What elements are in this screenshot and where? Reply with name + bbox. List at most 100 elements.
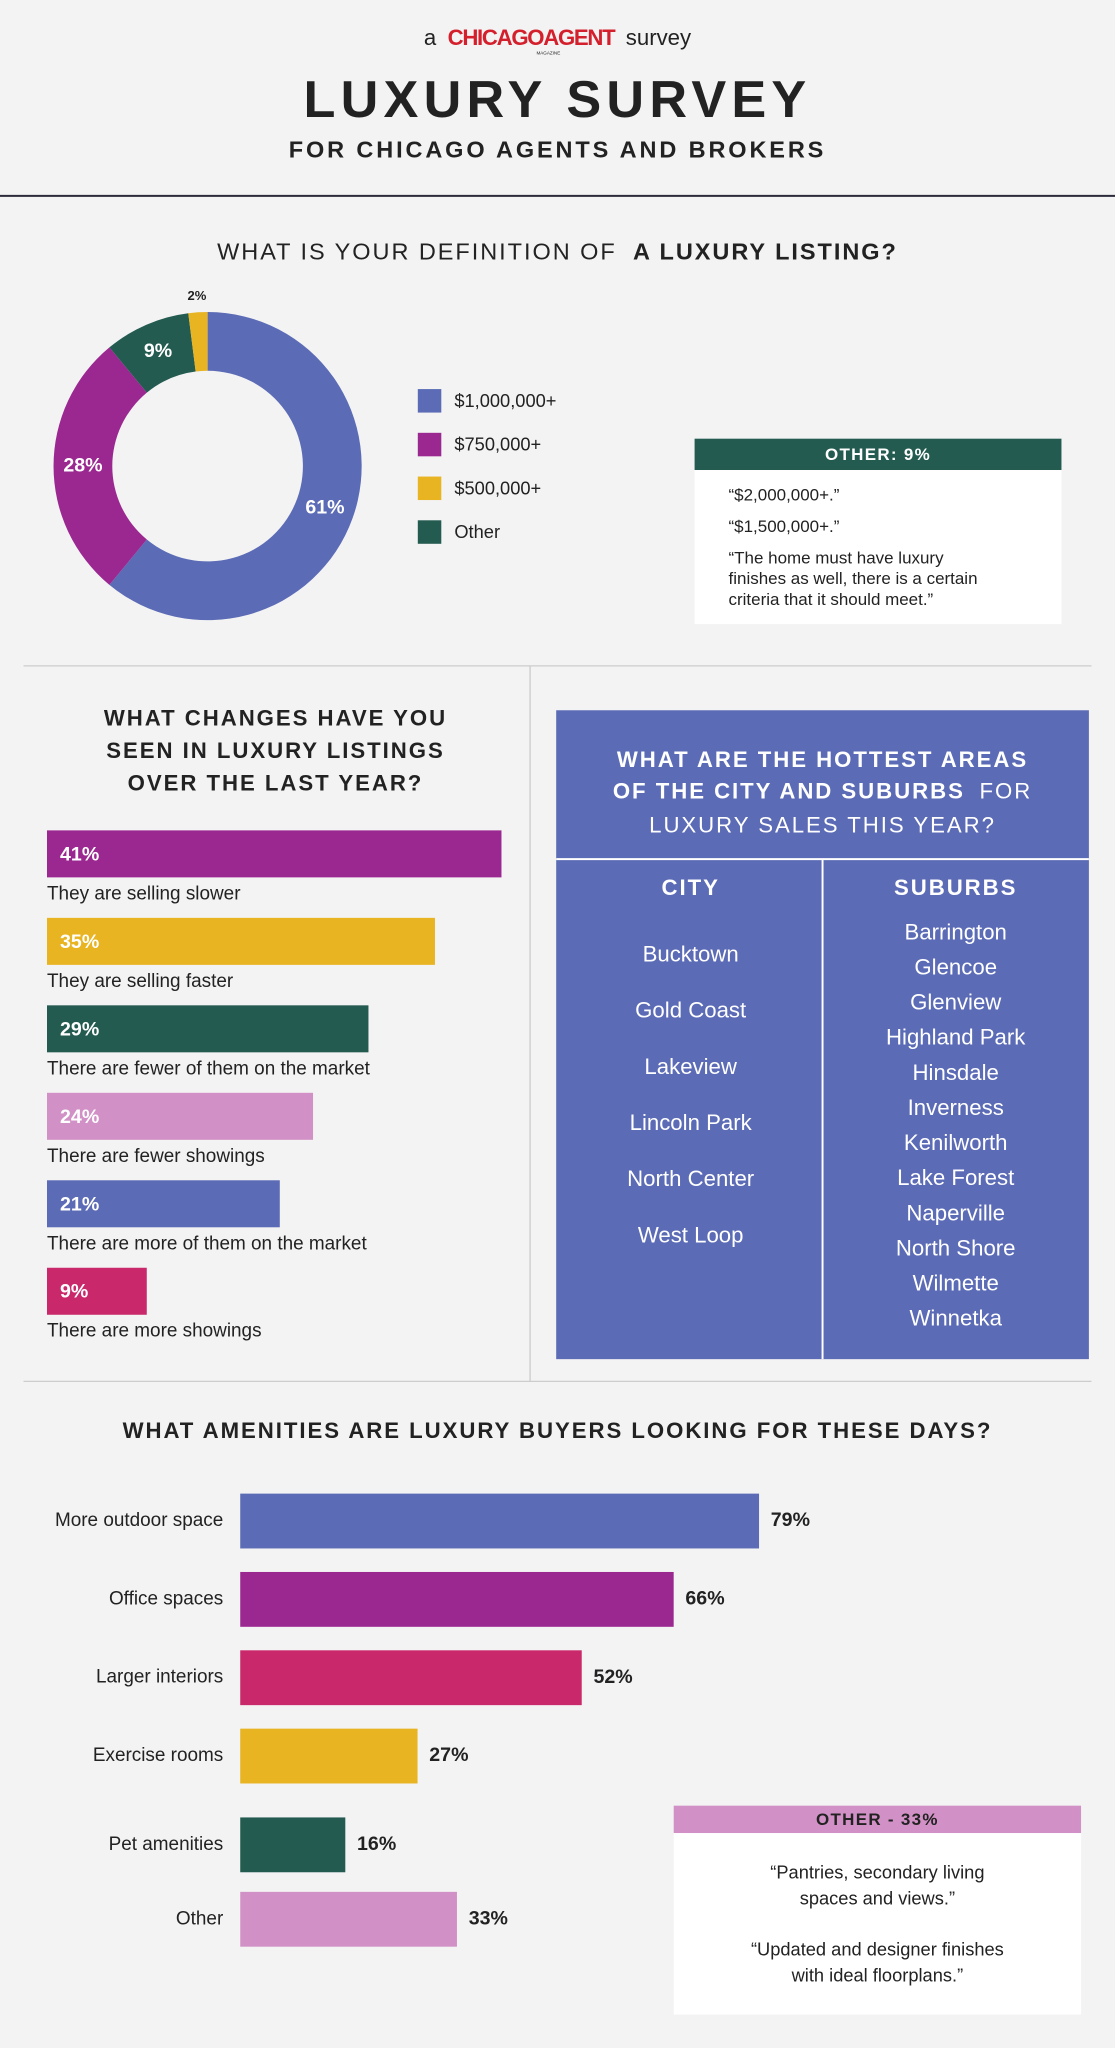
bar (47, 917, 435, 965)
areas-title: LUXURY SALES THIS YEAR? (649, 812, 996, 837)
note-body (694, 470, 1062, 625)
column-header: CITY (661, 875, 719, 900)
area-name: Wilmette (913, 1271, 999, 1296)
category-label: Other (176, 1908, 223, 1929)
value-label: 52% (593, 1666, 632, 1688)
category-label: They are selling faster (47, 971, 233, 992)
brand-tag: MAGAZINE (536, 51, 560, 56)
note-body (673, 1833, 1082, 2015)
slice-label: 61% (305, 497, 344, 519)
areas-title: OF THE CITY AND SUBURBS FOR (613, 778, 1032, 803)
brand-name: CHICAGOAGENT (448, 25, 617, 50)
category-label: More outdoor space (55, 1510, 223, 1531)
area-name: Lakeview (644, 1054, 737, 1079)
note-quote: finishes as well, there is a certain (729, 569, 978, 588)
legend-label: $1,000,000+ (454, 390, 556, 411)
value-label: 33% (469, 1907, 508, 1929)
note-quote: “Updated and designer finishes (751, 1938, 1004, 1959)
slice-label: 9% (144, 340, 172, 362)
value-label: 29% (60, 1018, 99, 1040)
legend-swatch (417, 389, 442, 413)
value-label: 41% (60, 843, 99, 865)
category-label: There are fewer showings (47, 1146, 265, 1167)
area-name: Glencoe (914, 955, 997, 980)
column-header: SUBURBS (894, 875, 1017, 900)
category-label: Exercise rooms (93, 1745, 223, 1766)
legend-label: Other (454, 521, 500, 542)
note-quote: “$1,500,000+.” (729, 517, 840, 536)
main-title: LUXURY SURVEY (303, 71, 811, 129)
area-name: North Center (627, 1166, 755, 1191)
bar (47, 1267, 147, 1315)
donut-slice (188, 312, 208, 372)
category-label: There are more of them on the market (47, 1233, 367, 1254)
value-label: 21% (60, 1193, 99, 1215)
chart-title: SEEN IN LUXURY LISTINGS (106, 738, 444, 763)
note-quote: “The home must have luxury (729, 548, 945, 567)
legend-swatch (417, 432, 442, 457)
value-label: 24% (60, 1106, 99, 1128)
category-label: Office spaces (109, 1588, 223, 1609)
bar (240, 1571, 674, 1627)
category-label: There are more showings (47, 1321, 262, 1342)
category-label: Larger interiors (96, 1667, 223, 1688)
area-name: Lake Forest (897, 1165, 1014, 1190)
areas-title-light: FOR (980, 778, 1033, 803)
note-quote: “Pantries, secondary living (770, 1861, 984, 1882)
bar (47, 1092, 314, 1140)
category-label: They are selling slower (47, 883, 241, 904)
note-title: OTHER: 9% (825, 445, 931, 464)
area-name: Lincoln Park (630, 1110, 753, 1135)
note-header (694, 438, 1062, 471)
note-title: OTHER - 33% (816, 1810, 939, 1829)
area-name: Glenview (910, 990, 1002, 1015)
area-name: Hinsdale (913, 1060, 999, 1085)
value-label: 66% (685, 1588, 724, 1610)
bar (240, 1650, 582, 1706)
value-label: 35% (60, 931, 99, 953)
area-name: Bucktown (643, 942, 739, 967)
legend-label: $500,000+ (454, 477, 541, 498)
chart-title: WHAT IS YOUR DEFINITION OF A LUXURY LIST… (217, 238, 898, 264)
chart-title: OVER THE LAST YEAR? (128, 771, 424, 796)
bar (240, 1728, 418, 1784)
bar (240, 1891, 457, 1947)
area-name: Highland Park (886, 1025, 1026, 1050)
category-label: Pet amenities (109, 1834, 224, 1855)
brand-line: a CHICAGOAGENT survey (424, 25, 692, 50)
bar (47, 830, 502, 878)
bar (240, 1817, 346, 1873)
areas-title: WHAT ARE THE HOTTEST AREAS (617, 747, 1028, 772)
bar (47, 1180, 280, 1228)
category-label: There are fewer of them on the market (47, 1058, 371, 1079)
area-name: Inverness (908, 1095, 1004, 1120)
value-label: 79% (771, 1509, 810, 1531)
chart-title: WHAT AMENITIES ARE LUXURY BUYERS LOOKING… (123, 1418, 993, 1443)
bar (47, 1005, 369, 1053)
chart-title: WHAT CHANGES HAVE YOU (104, 705, 447, 730)
note-quote: “$2,000,000+.” (729, 486, 840, 505)
note-header (673, 1805, 1082, 1834)
slice-label: 2% (188, 288, 207, 303)
value-label: 27% (429, 1744, 468, 1766)
subtitle: FOR CHICAGO AGENTS AND BROKERS (289, 137, 826, 163)
value-label: 16% (357, 1833, 396, 1855)
area-name: Kenilworth (904, 1130, 1008, 1155)
area-name: West Loop (638, 1222, 744, 1247)
bar (240, 1493, 760, 1549)
area-name: Gold Coast (635, 998, 746, 1023)
area-name: Barrington (905, 919, 1007, 944)
legend-swatch (417, 520, 442, 544)
title-part: WHAT IS YOUR DEFINITION OF (217, 238, 617, 264)
areas-title-bold: OF THE CITY AND SUBURBS (613, 778, 965, 803)
legend-label: $750,000+ (454, 434, 541, 455)
note-quote: with ideal floorplans.” (791, 1965, 964, 1986)
area-name: Winnetka (909, 1306, 1002, 1331)
note-quote: criteria that it should meet.” (729, 590, 934, 609)
donut-slice (109, 312, 362, 621)
donut-slice (53, 347, 147, 585)
note-quote: spaces and views.” (800, 1888, 955, 1909)
area-name: Naperville (906, 1200, 1005, 1225)
value-label: 9% (60, 1281, 88, 1303)
